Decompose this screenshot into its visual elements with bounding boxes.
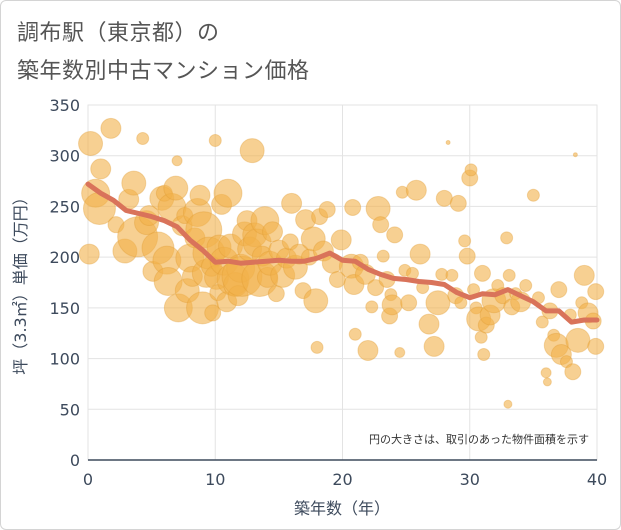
data-point bbox=[78, 131, 104, 157]
y-tick-label: 200 bbox=[49, 248, 80, 267]
data-point bbox=[239, 138, 265, 164]
chart-title-line1: 調布駅（東京都）の bbox=[17, 21, 220, 46]
data-point bbox=[550, 281, 568, 299]
y-tick-label: 100 bbox=[49, 350, 80, 369]
data-point bbox=[303, 288, 329, 314]
y-tick-label: 150 bbox=[49, 299, 80, 318]
data-point bbox=[564, 363, 582, 381]
data-point bbox=[281, 192, 303, 214]
data-point bbox=[445, 140, 451, 146]
data-point bbox=[540, 367, 552, 379]
data-point bbox=[367, 279, 385, 297]
data-point bbox=[573, 264, 595, 286]
data-point bbox=[386, 226, 404, 244]
data-point bbox=[310, 340, 324, 354]
y-tick-label: 50 bbox=[60, 400, 80, 419]
x-tick-label: 0 bbox=[83, 470, 93, 489]
data-bubbles bbox=[78, 117, 605, 409]
data-point bbox=[381, 294, 403, 316]
data-point bbox=[502, 268, 516, 282]
data-point bbox=[423, 335, 445, 357]
data-point bbox=[267, 285, 285, 303]
data-point bbox=[136, 131, 150, 145]
data-point bbox=[454, 296, 468, 310]
size-annotation: 円の大きさは、取引のあった物件面積を示す bbox=[369, 432, 589, 446]
data-point bbox=[458, 234, 472, 248]
x-tick-label: 40 bbox=[587, 470, 607, 489]
data-point bbox=[357, 339, 379, 361]
x-axis-title: 築年数（年） bbox=[294, 499, 390, 518]
data-point bbox=[535, 315, 549, 329]
data-point bbox=[262, 221, 284, 243]
data-point bbox=[542, 377, 552, 387]
grid-lines bbox=[87, 104, 598, 461]
data-point bbox=[405, 179, 427, 201]
data-point bbox=[425, 290, 451, 316]
y-tick-label: 300 bbox=[49, 147, 80, 166]
y-tick-label: 250 bbox=[49, 197, 80, 216]
data-point bbox=[372, 216, 390, 234]
data-point bbox=[464, 163, 478, 177]
data-point bbox=[208, 134, 222, 147]
data-point bbox=[163, 175, 189, 201]
data-point bbox=[458, 247, 476, 265]
data-point bbox=[400, 294, 418, 312]
data-point bbox=[473, 264, 491, 282]
data-point bbox=[449, 194, 467, 212]
data-point bbox=[409, 243, 431, 265]
y-tick-labels: 0 50 100 150 200 250 300 350 bbox=[49, 96, 80, 470]
y-tick-label: 350 bbox=[49, 96, 80, 115]
data-point bbox=[376, 249, 390, 263]
data-point bbox=[519, 279, 533, 293]
data-point bbox=[572, 152, 578, 158]
data-point bbox=[348, 327, 362, 341]
data-point bbox=[500, 231, 514, 245]
data-point bbox=[503, 399, 513, 409]
trend-line bbox=[85, 181, 600, 325]
data-point bbox=[418, 313, 440, 335]
data-point bbox=[526, 188, 540, 202]
x-tick-label: 10 bbox=[205, 470, 225, 489]
x-tick-label: 20 bbox=[332, 470, 352, 489]
data-point bbox=[587, 283, 605, 301]
data-point bbox=[394, 346, 406, 358]
data-point bbox=[189, 184, 211, 206]
data-point bbox=[445, 268, 459, 282]
data-point bbox=[204, 304, 222, 322]
y-axis-title: 坪（3.3㎡）単価（万円） bbox=[11, 189, 30, 374]
data-point bbox=[330, 229, 352, 251]
data-point bbox=[477, 348, 491, 362]
data-point bbox=[121, 170, 147, 196]
chart-title-line2: 築年数別中古マンション価格 bbox=[17, 59, 310, 84]
data-point bbox=[587, 337, 605, 355]
data-point bbox=[318, 200, 336, 218]
data-point bbox=[213, 178, 243, 208]
data-point bbox=[344, 198, 362, 216]
data-point bbox=[565, 327, 591, 353]
data-point bbox=[365, 300, 379, 314]
data-point bbox=[90, 158, 112, 180]
data-point bbox=[171, 155, 183, 167]
y-tick-label: 0 bbox=[70, 451, 80, 470]
x-tick-labels: 0 10 20 30 40 bbox=[83, 470, 607, 489]
x-tick-label: 30 bbox=[460, 470, 480, 489]
data-point bbox=[100, 117, 122, 139]
data-point bbox=[78, 243, 100, 265]
